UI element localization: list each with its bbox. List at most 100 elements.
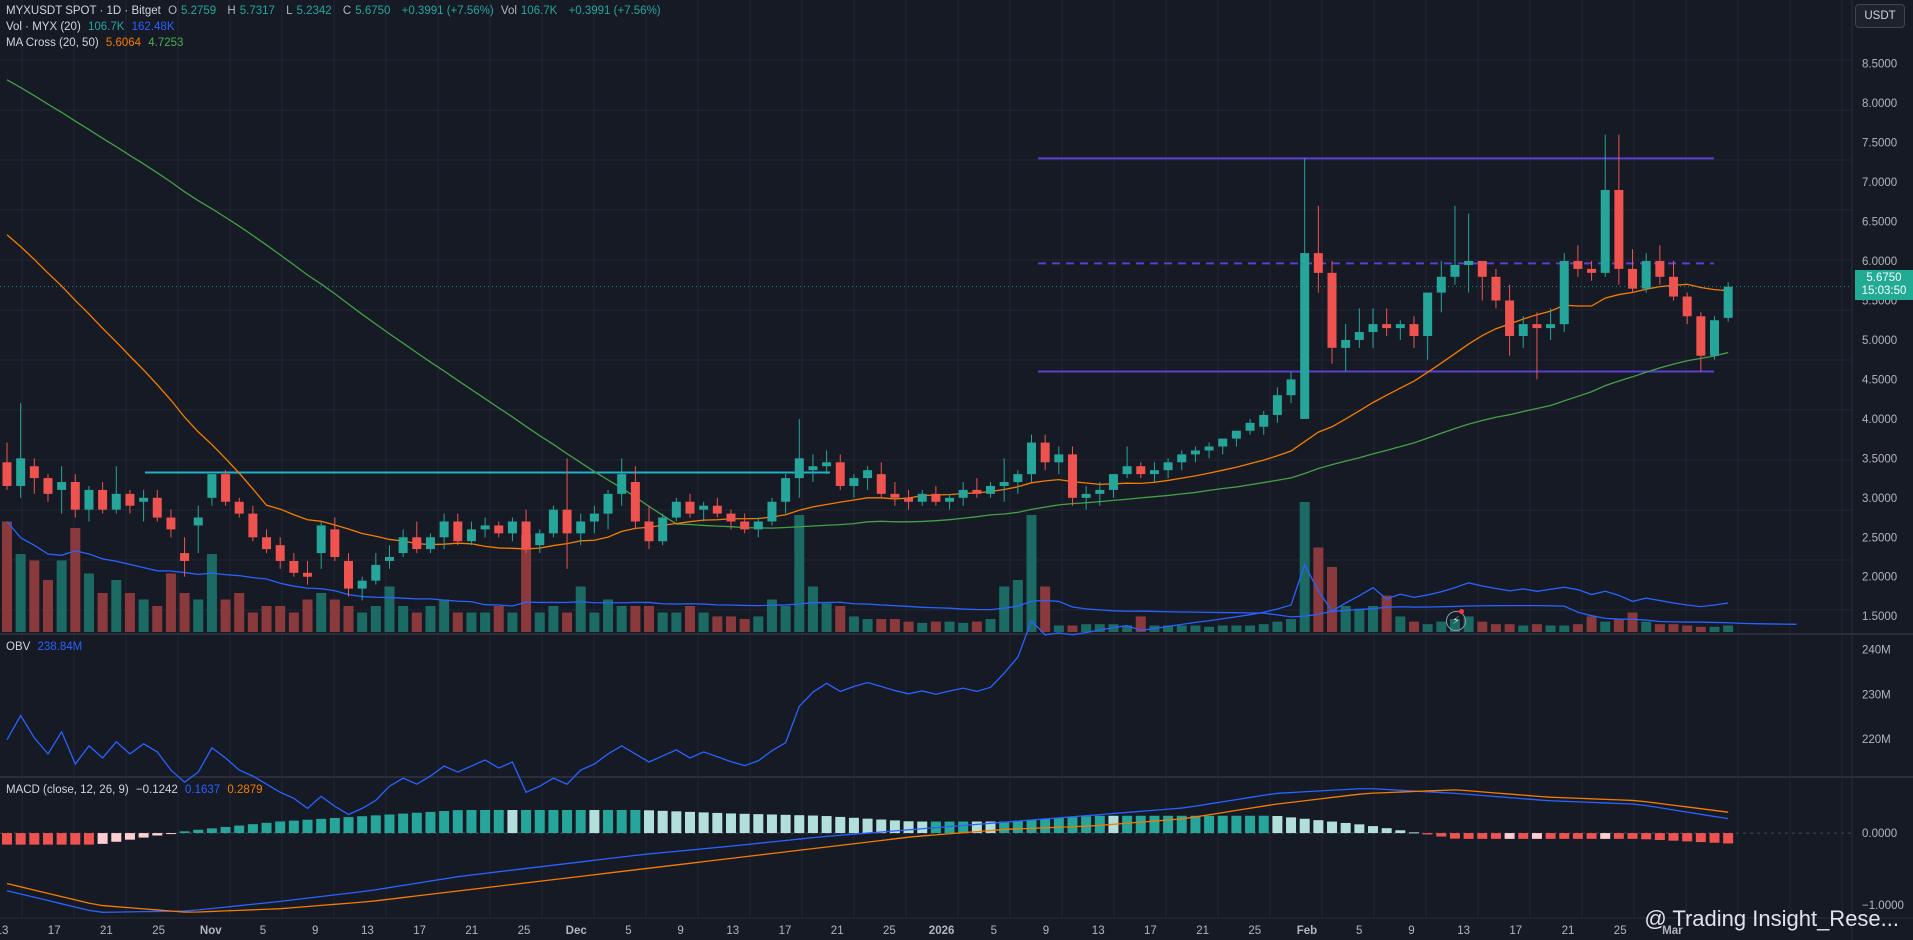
symbol-label[interactable]: MYXUSDT SPOT · 1D · Bitget <box>6 5 161 17</box>
price-tick-label: 3.0000 <box>1862 493 1897 505</box>
candle-body <box>1259 414 1269 427</box>
macd-hist-bar <box>753 814 764 834</box>
candle-body <box>1218 438 1228 447</box>
volume-bar <box>862 619 873 632</box>
price-tick-label: 4.5000 <box>1862 374 1897 386</box>
time-tick-label: 25 <box>883 925 896 937</box>
volume-bar <box>917 622 928 632</box>
candle-body <box>1067 454 1077 498</box>
candle-body <box>712 505 722 514</box>
volume-bar <box>1067 625 1078 632</box>
candle <box>576 513 586 546</box>
candle-body <box>207 474 217 498</box>
candle-body <box>439 521 449 538</box>
macd-line <box>6 788 1729 913</box>
time-tick-label: 17 <box>1144 925 1157 937</box>
candle <box>671 497 681 522</box>
macd-hist-bar <box>1217 815 1228 834</box>
candle <box>712 497 722 518</box>
price-tick-label: 7.5000 <box>1862 138 1897 150</box>
volume-bar <box>152 606 163 632</box>
time-tick-label: 17 <box>1509 925 1522 937</box>
volume-bar <box>944 621 955 632</box>
candle-body <box>740 521 750 530</box>
candle-body <box>1395 324 1405 329</box>
macd-hist-bar <box>507 810 518 834</box>
macd-hist-bar <box>1490 833 1501 839</box>
volume-bar <box>1477 621 1488 632</box>
macd-hist-bar <box>821 816 832 834</box>
obv-label[interactable]: OBV <box>6 641 31 653</box>
candle <box>1286 371 1296 404</box>
macd-hist-bar <box>29 833 40 845</box>
volume-bar <box>930 621 941 632</box>
macd-hist-bar <box>848 817 859 834</box>
macd-label[interactable]: MACD (close, 12, 26, 9) <box>6 784 129 796</box>
volume-bar <box>1245 625 1256 632</box>
candle-body <box>822 462 832 467</box>
candle-body <box>576 521 586 534</box>
volume-bar <box>603 599 614 632</box>
time-tick-label: 17 <box>413 925 426 937</box>
time-tick-label: 13 <box>361 925 374 937</box>
time-tick-label: 21 <box>831 925 844 937</box>
candle <box>685 493 695 518</box>
macd-hist-bar <box>903 821 914 834</box>
candle <box>43 474 53 502</box>
candle <box>822 450 832 475</box>
candle <box>1641 253 1651 293</box>
volume-ma-value: 162.48K <box>131 21 175 33</box>
time-tick-label: 21 <box>100 925 113 937</box>
volume-bar <box>521 534 532 632</box>
volume-bar <box>370 606 381 632</box>
volume-bar <box>193 599 204 632</box>
macd-hist-bar <box>1149 815 1160 834</box>
volume-bar <box>1627 612 1638 632</box>
time-tick-label: 2026 <box>929 925 955 937</box>
macd-hist-bar <box>83 833 94 845</box>
candle-body <box>1286 379 1296 396</box>
macd-value: 0.1637 <box>185 784 221 796</box>
candle-body <box>1177 454 1187 463</box>
candle <box>1300 158 1310 419</box>
candle-body <box>658 517 668 542</box>
candle-body <box>43 478 53 494</box>
ma-indicator-label[interactable]: MA Cross (20, 50) <box>6 37 99 49</box>
high-label: H 5.7317 <box>227 5 275 17</box>
volume-indicator-label[interactable]: Vol · MYX (20) <box>6 21 81 33</box>
candle-body <box>548 509 558 534</box>
candle <box>1149 462 1159 483</box>
candle-body <box>412 537 422 550</box>
candle <box>904 489 914 510</box>
candle-body <box>1163 462 1173 471</box>
candle <box>917 489 927 506</box>
volume-bar <box>480 612 491 632</box>
price-tick-label: 8.0000 <box>1862 98 1897 110</box>
flash-icon[interactable]: ⚡ <box>1446 611 1466 631</box>
candle-body <box>125 493 135 506</box>
candle-body <box>1696 316 1706 356</box>
macd-hist-bar <box>958 821 969 834</box>
candle-body <box>1655 261 1665 277</box>
candle <box>1505 284 1515 356</box>
volume-bar <box>562 612 573 632</box>
candle <box>1245 418 1255 435</box>
candle <box>70 474 80 518</box>
candle-body <box>876 474 886 494</box>
macd-hist-bar <box>712 812 723 834</box>
candle-body <box>1477 261 1487 277</box>
volume-bar <box>1190 625 1201 632</box>
volume-bar <box>1695 626 1706 632</box>
candle-body <box>1409 324 1419 336</box>
volume-bar <box>1559 625 1570 632</box>
candle-body <box>767 501 777 522</box>
volume-bar <box>1668 624 1679 632</box>
candle <box>1573 245 1583 277</box>
volume-bar <box>165 573 176 632</box>
volume-bar <box>357 612 368 632</box>
volume-bar <box>452 612 463 632</box>
macd-hist-bar <box>1695 833 1706 843</box>
currency-button[interactable]: USDT <box>1855 4 1905 28</box>
macd-hist-bar <box>862 818 873 834</box>
